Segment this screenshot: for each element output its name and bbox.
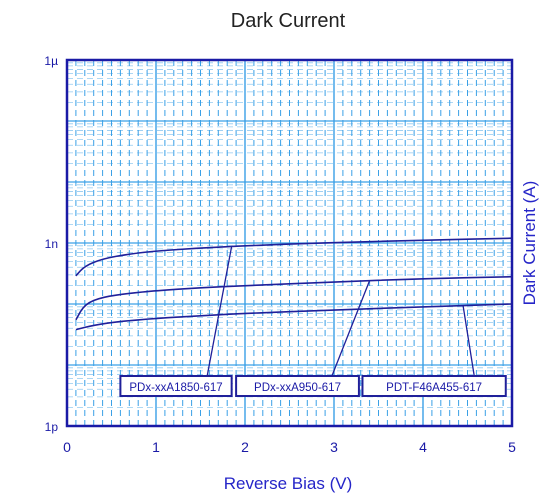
y-axis-label: Dark Current (A) (520, 181, 539, 306)
series-line-1 (75, 237, 513, 277)
grid (67, 60, 512, 426)
y-tick-label: 1µ (44, 54, 58, 68)
x-axis-label: Reverse Bias (V) (224, 474, 352, 493)
x-tick-label: 1 (152, 439, 160, 455)
callout-label-2: PDx-xxA950-617 (254, 382, 341, 394)
x-tick-label: 3 (330, 439, 338, 455)
series-group (75, 237, 513, 331)
series-line-3 (75, 303, 513, 331)
callout-box-2 (235, 375, 360, 397)
callout-leader-2 (331, 280, 371, 377)
callout-box-1 (119, 375, 233, 397)
x-tick-label: 2 (241, 439, 249, 455)
callout-box-3 (361, 375, 507, 397)
callouts: PDx-xxA1850-617 PDx-xxA950-617 PDT-F46A455… (119, 246, 507, 397)
y-tick-label: 1p (45, 420, 59, 434)
x-tick-label: 0 (63, 439, 71, 455)
callout-leader-1 (206, 246, 233, 377)
y-tick-labels: 1p 1n 1µ (44, 54, 58, 434)
series-line-2 (75, 275, 513, 321)
x-tick-labels: 0 1 2 3 4 5 (63, 439, 516, 455)
callout-leader-3 (462, 305, 475, 377)
plot-frame (65, 58, 514, 428)
callout-label-1: PDx-xxA1850-617 (129, 382, 222, 394)
callout-label-3: PDT-F46A455-617 (386, 382, 482, 394)
x-tick-label: 5 (508, 439, 516, 455)
x-tick-label: 4 (419, 439, 427, 455)
chart-title: Dark Current (231, 10, 346, 32)
y-tick-label: 1n (45, 237, 58, 251)
